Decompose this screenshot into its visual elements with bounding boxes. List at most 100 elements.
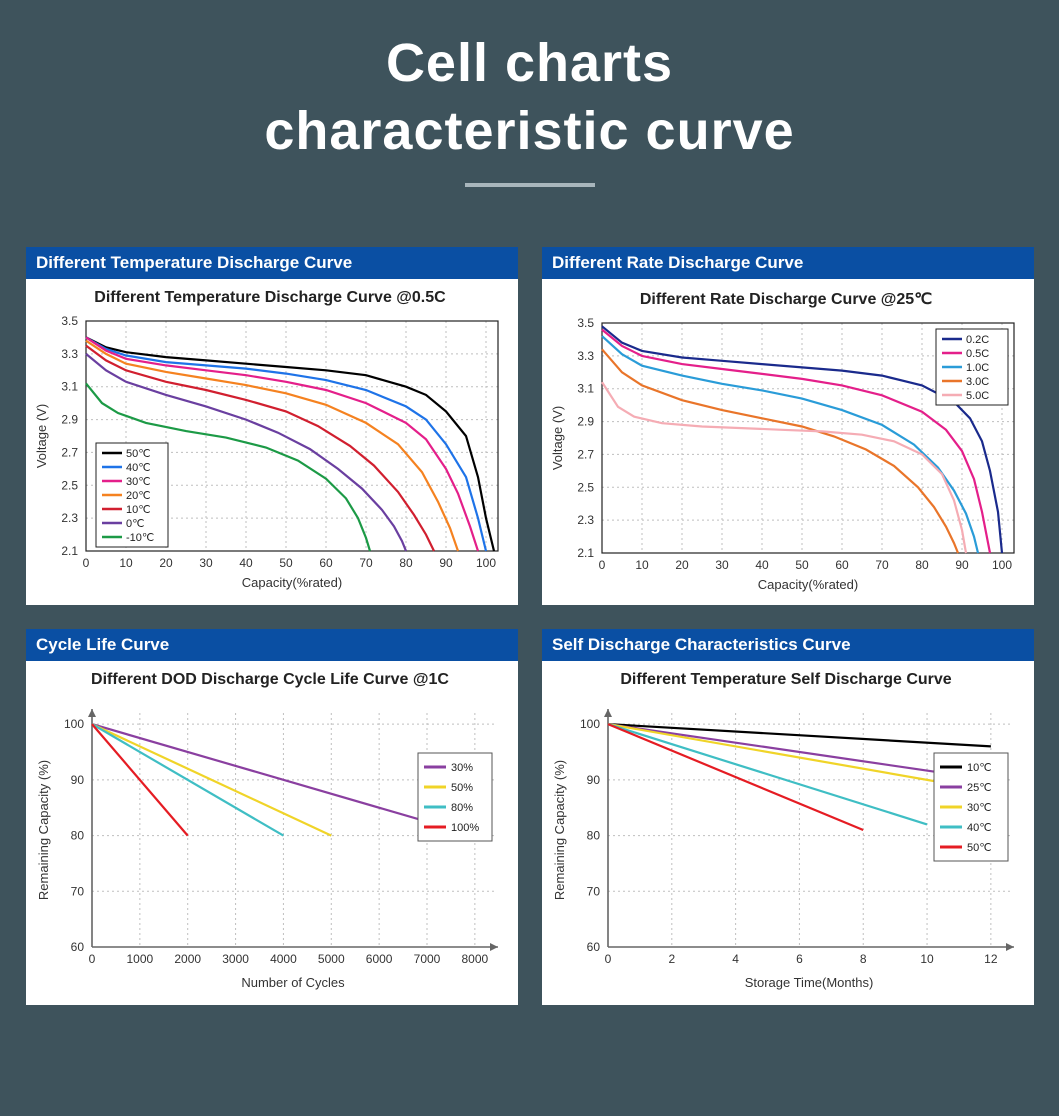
- svg-text:10℃: 10℃: [126, 504, 151, 516]
- svg-text:4: 4: [732, 952, 739, 966]
- chart-rate-discharge: 01020304050607080901002.12.32.52.72.93.1…: [546, 315, 1026, 595]
- svg-text:2.9: 2.9: [61, 413, 78, 427]
- svg-text:Remaining Capacity (%): Remaining Capacity (%): [36, 760, 51, 900]
- svg-text:80: 80: [587, 829, 601, 843]
- svg-text:12: 12: [984, 952, 998, 966]
- svg-text:100: 100: [992, 558, 1012, 572]
- svg-text:30: 30: [199, 556, 213, 570]
- svg-text:3.5: 3.5: [577, 316, 594, 330]
- svg-text:0: 0: [89, 952, 96, 966]
- svg-text:Storage Time(Months): Storage Time(Months): [745, 975, 874, 990]
- svg-text:Capacity(%rated): Capacity(%rated): [758, 577, 858, 592]
- svg-text:100%: 100%: [451, 822, 479, 834]
- svg-text:2.1: 2.1: [61, 544, 78, 558]
- svg-text:10: 10: [920, 952, 934, 966]
- svg-text:4000: 4000: [270, 952, 297, 966]
- svg-text:2.7: 2.7: [61, 445, 78, 459]
- svg-text:60: 60: [835, 558, 849, 572]
- svg-text:30℃: 30℃: [967, 802, 992, 814]
- svg-text:50: 50: [279, 556, 293, 570]
- subtitle-rate-discharge: Different Rate Discharge Curve @25℃: [546, 289, 1026, 309]
- svg-text:90: 90: [955, 558, 969, 572]
- panel-bar-rate-discharge: Different Rate Discharge Curve: [542, 247, 1034, 279]
- panel-bar-cycle-life: Cycle Life Curve: [26, 629, 518, 661]
- svg-text:20℃: 20℃: [126, 490, 151, 502]
- panel-body-cycle-life: Different DOD Discharge Cycle Life Curve…: [26, 661, 518, 1005]
- svg-text:90: 90: [71, 773, 85, 787]
- svg-text:2.5: 2.5: [61, 478, 78, 492]
- svg-text:5000: 5000: [318, 952, 345, 966]
- svg-text:30℃: 30℃: [126, 476, 151, 488]
- svg-text:20: 20: [159, 556, 173, 570]
- svg-text:0: 0: [83, 556, 90, 570]
- chart-self-discharge: 02468101260708090100Storage Time(Months)…: [546, 695, 1026, 995]
- panel-self-discharge: Self Discharge Characteristics Curve Dif…: [542, 629, 1034, 1005]
- svg-text:10: 10: [635, 558, 649, 572]
- svg-text:2.7: 2.7: [577, 447, 594, 461]
- subtitle-self-discharge: Different Temperature Self Discharge Cur…: [546, 671, 1026, 689]
- svg-text:Number of Cycles: Number of Cycles: [241, 975, 345, 990]
- svg-text:80: 80: [915, 558, 929, 572]
- svg-text:0: 0: [605, 952, 612, 966]
- svg-text:40: 40: [755, 558, 769, 572]
- title-divider: [465, 183, 595, 187]
- svg-text:50℃: 50℃: [967, 842, 992, 854]
- svg-text:60: 60: [71, 940, 85, 954]
- svg-text:90: 90: [439, 556, 453, 570]
- panel-body-temp-discharge: Different Temperature Discharge Curve @0…: [26, 279, 518, 603]
- svg-text:0: 0: [599, 558, 606, 572]
- svg-text:Capacity(%rated): Capacity(%rated): [242, 575, 342, 590]
- svg-text:7000: 7000: [414, 952, 441, 966]
- svg-text:Remaining Capacity (%): Remaining Capacity (%): [552, 760, 567, 900]
- svg-text:60: 60: [587, 940, 601, 954]
- svg-text:30%: 30%: [451, 762, 473, 774]
- svg-text:3000: 3000: [222, 952, 249, 966]
- svg-text:50: 50: [795, 558, 809, 572]
- svg-text:0℃: 0℃: [126, 518, 144, 530]
- panel-body-self-discharge: Different Temperature Self Discharge Cur…: [542, 661, 1034, 1005]
- panel-temp-discharge: Different Temperature Discharge Curve Di…: [26, 247, 518, 605]
- svg-text:6000: 6000: [366, 952, 393, 966]
- svg-text:3.3: 3.3: [61, 347, 78, 361]
- svg-text:60: 60: [319, 556, 333, 570]
- svg-text:80%: 80%: [451, 802, 473, 814]
- title-line-1: Cell charts: [386, 33, 673, 93]
- svg-text:2: 2: [668, 952, 675, 966]
- svg-text:70: 70: [71, 884, 85, 898]
- svg-text:10℃: 10℃: [967, 762, 992, 774]
- svg-text:Voltage (V): Voltage (V): [34, 404, 49, 468]
- svg-text:70: 70: [875, 558, 889, 572]
- svg-text:70: 70: [587, 884, 601, 898]
- svg-text:3.5: 3.5: [61, 314, 78, 328]
- svg-text:30: 30: [715, 558, 729, 572]
- chart-temp-discharge: 01020304050607080901002.12.32.52.72.93.1…: [30, 313, 510, 593]
- svg-text:2.3: 2.3: [577, 513, 594, 527]
- svg-text:2.9: 2.9: [577, 415, 594, 429]
- svg-text:6: 6: [796, 952, 803, 966]
- panel-bar-self-discharge: Self Discharge Characteristics Curve: [542, 629, 1034, 661]
- svg-text:2.3: 2.3: [61, 511, 78, 525]
- svg-text:40: 40: [239, 556, 253, 570]
- charts-grid: Different Temperature Discharge Curve Di…: [0, 227, 1059, 1033]
- svg-text:2.5: 2.5: [577, 480, 594, 494]
- svg-text:50℃: 50℃: [126, 448, 151, 460]
- panel-bar-temp-discharge: Different Temperature Discharge Curve: [26, 247, 518, 279]
- svg-text:80: 80: [399, 556, 413, 570]
- panel-body-rate-discharge: Different Rate Discharge Curve @25℃ 0 10 2…: [542, 279, 1034, 605]
- svg-text:80: 80: [71, 829, 85, 843]
- svg-text:Voltage (V): Voltage (V): [550, 406, 565, 470]
- panel-cycle-life: Cycle Life Curve Different DOD Discharge…: [26, 629, 518, 1005]
- svg-text:2000: 2000: [174, 952, 201, 966]
- svg-text:1000: 1000: [127, 952, 154, 966]
- svg-text:8: 8: [860, 952, 867, 966]
- page-header: Cell charts characteristic curve: [0, 0, 1059, 227]
- subtitle-temp-discharge: Different Temperature Discharge Curve @0…: [30, 289, 510, 307]
- svg-text:0.5C: 0.5C: [966, 348, 989, 360]
- svg-text:25℃: 25℃: [967, 782, 992, 794]
- svg-text:70: 70: [359, 556, 373, 570]
- svg-text:8000: 8000: [462, 952, 489, 966]
- svg-text:3.3: 3.3: [577, 349, 594, 363]
- svg-text:100: 100: [476, 556, 496, 570]
- svg-text:0.2C: 0.2C: [966, 334, 989, 346]
- title-line-2: characteristic curve: [264, 101, 794, 161]
